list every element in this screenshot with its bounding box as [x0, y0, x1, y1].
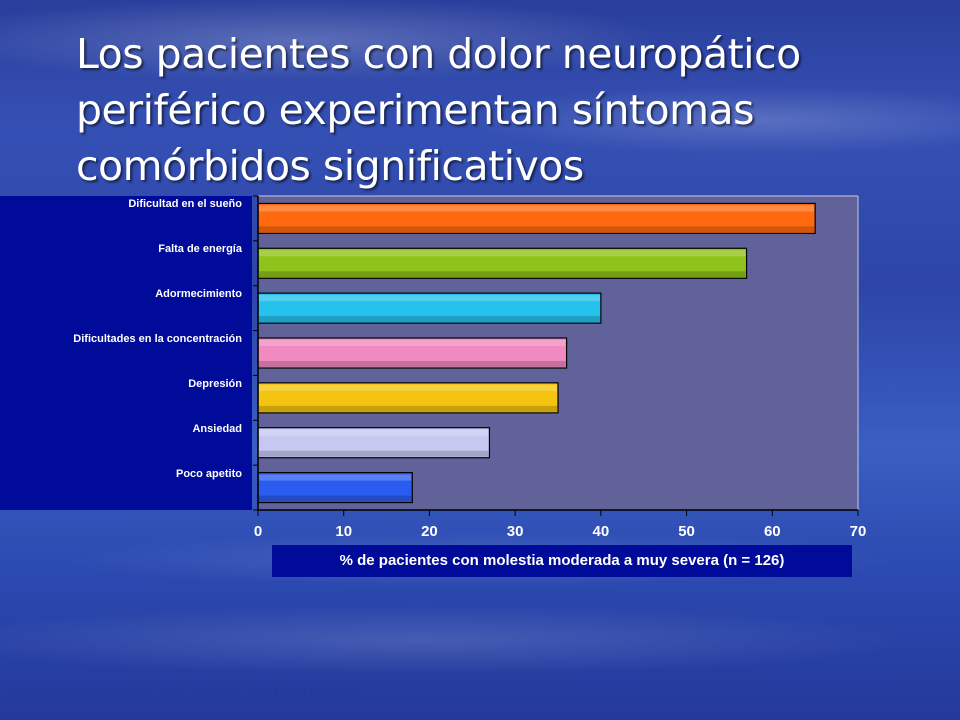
bar-highlight-7 — [259, 474, 412, 481]
category-label: Dificultades en la concentración — [73, 333, 242, 345]
bar-shadow-5 — [259, 405, 557, 412]
x-tick-label: 70 — [850, 523, 867, 540]
category-label: Falta de energía — [158, 243, 242, 256]
x-tick-label: 0 — [254, 523, 262, 540]
category-label: Ansiedad — [192, 422, 242, 435]
bar-6 — [257, 427, 491, 459]
bar-highlight-4 — [259, 340, 566, 346]
bar-highlight-6 — [259, 429, 489, 436]
bar-3 — [257, 292, 602, 324]
x-tick-label: 60 — [764, 523, 781, 540]
x-tick-label: 40 — [593, 523, 610, 540]
citation: Meyer-Rosberg et al. Eur J Pain. 2001;5:… — [8, 684, 357, 701]
bar-highlight-5 — [259, 384, 557, 391]
x-axis-label: % de pacientes con molestia moderada a m… — [272, 545, 852, 577]
bar-shadow-2 — [259, 271, 746, 278]
bar-shadow-7 — [259, 495, 412, 502]
bar-shadow-6 — [259, 450, 489, 457]
category-label-panel — [0, 196, 252, 510]
bar-highlight-3 — [259, 295, 600, 302]
bar-2 — [257, 247, 748, 279]
bar-shadow-4 — [259, 361, 566, 367]
bar-shadow-3 — [259, 316, 600, 323]
bar-4 — [257, 337, 568, 369]
x-tick-label: 10 — [335, 523, 352, 540]
category-label: Depresión — [188, 377, 242, 390]
bar-7 — [257, 471, 413, 504]
x-tick-label: 20 — [421, 523, 438, 540]
x-tick-label: 50 — [678, 523, 695, 540]
category-label: Poco apetito — [175, 467, 242, 480]
bar-highlight-1 — [259, 205, 815, 212]
x-tick-label: 30 — [507, 523, 524, 540]
slide-title: Los pacientes con dolor neuropático peri… — [76, 30, 801, 190]
bar-highlight-2 — [259, 250, 746, 257]
category-label: Adormecimiento — [155, 288, 242, 301]
bar-shadow-1 — [259, 226, 815, 233]
category-label: Dificultad en el sueño — [128, 198, 242, 211]
